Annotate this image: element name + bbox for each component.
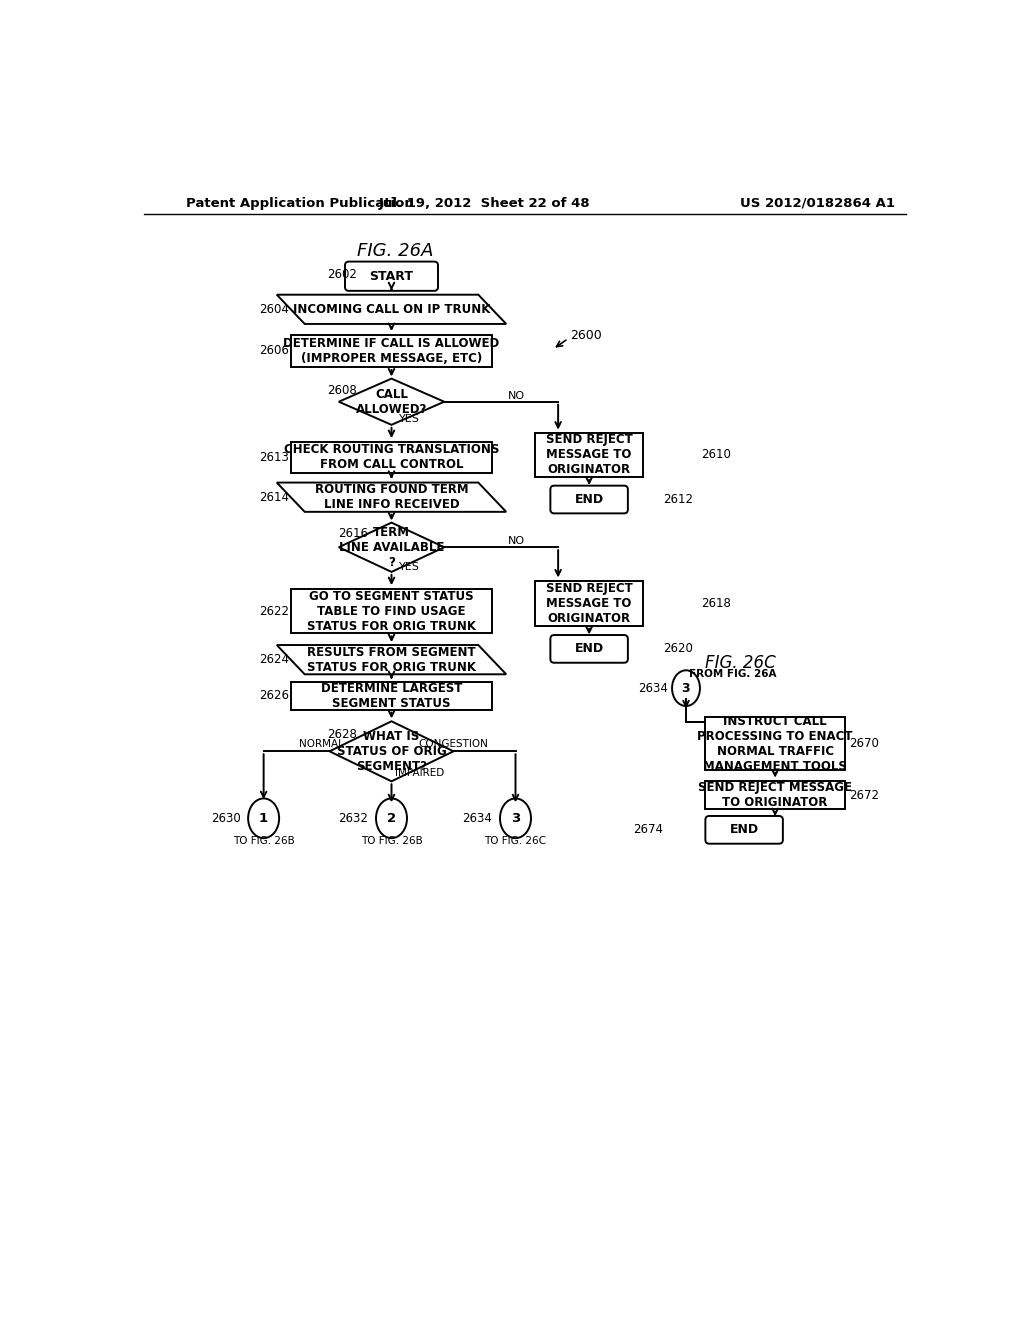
Text: 2606: 2606 [259, 345, 289, 358]
Text: 2: 2 [387, 812, 396, 825]
Ellipse shape [672, 671, 700, 706]
Text: END: END [574, 492, 604, 506]
Text: 3: 3 [511, 812, 520, 825]
Text: 1: 1 [259, 812, 268, 825]
Text: SEND REJECT
MESSAGE TO
ORIGINATOR: SEND REJECT MESSAGE TO ORIGINATOR [546, 582, 633, 624]
Text: 2604: 2604 [259, 302, 289, 315]
Text: US 2012/0182864 A1: US 2012/0182864 A1 [740, 197, 895, 210]
Ellipse shape [500, 799, 531, 838]
Bar [535, 581, 643, 626]
Text: 2670: 2670 [849, 737, 879, 750]
Text: NO: NO [508, 391, 525, 400]
FancyBboxPatch shape [345, 261, 438, 290]
Text: DETERMINE LARGEST
SEGMENT STATUS: DETERMINE LARGEST SEGMENT STATUS [321, 682, 462, 710]
Text: TO FIG. 26B: TO FIG. 26B [360, 837, 422, 846]
FancyBboxPatch shape [550, 486, 628, 513]
Polygon shape [276, 645, 506, 675]
Text: GO TO SEGMENT STATUS
TABLE TO FIND USAGE
STATUS FOR ORIG TRUNK: GO TO SEGMENT STATUS TABLE TO FIND USAGE… [307, 590, 476, 632]
Text: 2614: 2614 [259, 491, 289, 504]
Text: ROUTING FOUND TERM
LINE INFO RECEIVED: ROUTING FOUND TERM LINE INFO RECEIVED [314, 483, 468, 511]
Text: 2674: 2674 [633, 824, 663, 837]
Text: DETERMINE IF CALL IS ALLOWED
(IMPROPER MESSAGE, ETC): DETERMINE IF CALL IS ALLOWED (IMPROPER M… [284, 337, 500, 364]
Polygon shape [276, 294, 506, 323]
Bar [291, 682, 493, 710]
Text: 2624: 2624 [259, 653, 289, 667]
Text: 2628: 2628 [327, 727, 356, 741]
Text: INCOMING CALL ON IP TRUNK: INCOMING CALL ON IP TRUNK [293, 302, 490, 315]
Text: Patent Application Publication: Patent Application Publication [186, 197, 414, 210]
Text: 2620: 2620 [663, 643, 692, 656]
Polygon shape [276, 483, 506, 512]
Text: YES: YES [399, 561, 420, 572]
Text: TO FIG. 26C: TO FIG. 26C [484, 837, 547, 846]
Text: 2600: 2600 [569, 329, 601, 342]
Text: RESULTS FROM SEGMENT
STATUS FOR ORIG TRUNK: RESULTS FROM SEGMENT STATUS FOR ORIG TRU… [307, 645, 476, 673]
Text: IMPAIRED: IMPAIRED [395, 768, 444, 777]
Text: WHAT IS
STATUS OF ORIG
SEGMENT?: WHAT IS STATUS OF ORIG SEGMENT? [337, 730, 446, 772]
Text: FIG. 26A: FIG. 26A [357, 242, 433, 260]
Text: 2622: 2622 [259, 605, 289, 618]
Text: 2630: 2630 [211, 812, 241, 825]
Text: TERM
LINE AVAILABLE
?: TERM LINE AVAILABLE ? [339, 525, 444, 569]
Text: SEND REJECT
MESSAGE TO
ORIGINATOR: SEND REJECT MESSAGE TO ORIGINATOR [546, 433, 633, 477]
Text: 2613: 2613 [259, 450, 289, 463]
Text: END: END [729, 824, 759, 837]
Ellipse shape [248, 799, 280, 838]
Text: START: START [370, 269, 414, 282]
Text: NO: NO [508, 536, 525, 546]
Text: 2602: 2602 [327, 268, 356, 281]
Text: SEND REJECT MESSAGE
TO ORIGINATOR: SEND REJECT MESSAGE TO ORIGINATOR [698, 781, 852, 809]
Bar [291, 589, 493, 634]
Text: NORMAL: NORMAL [299, 739, 344, 748]
Text: END: END [574, 643, 604, 656]
Bar [291, 335, 493, 367]
Text: 2612: 2612 [663, 492, 693, 506]
Text: INSTRUCT CALL
PROCESSING TO ENACT
NORMAL TRAFFIC
MANAGEMENT TOOLS: INSTRUCT CALL PROCESSING TO ENACT NORMAL… [697, 714, 853, 772]
FancyBboxPatch shape [550, 635, 628, 663]
Bar [706, 781, 845, 809]
Polygon shape [339, 523, 444, 572]
Text: YES: YES [399, 413, 420, 424]
Polygon shape [330, 721, 454, 781]
Ellipse shape [376, 799, 407, 838]
Text: 2616: 2616 [338, 527, 369, 540]
Text: 3: 3 [682, 681, 690, 694]
Text: CONGESTION: CONGESTION [419, 739, 488, 748]
Text: 2634: 2634 [463, 812, 493, 825]
Text: TO FIG. 26B: TO FIG. 26B [232, 837, 295, 846]
Text: 2632: 2632 [338, 812, 369, 825]
Text: 2618: 2618 [701, 597, 731, 610]
Text: Jul. 19, 2012  Sheet 22 of 48: Jul. 19, 2012 Sheet 22 of 48 [379, 197, 590, 210]
Text: 2672: 2672 [849, 788, 879, 801]
Bar [291, 442, 493, 473]
Bar [535, 433, 643, 478]
FancyBboxPatch shape [706, 816, 783, 843]
Text: CHECK ROUTING TRANSLATIONS
FROM CALL CONTROL: CHECK ROUTING TRANSLATIONS FROM CALL CON… [284, 444, 499, 471]
Text: 2610: 2610 [701, 449, 731, 462]
Bar [706, 718, 845, 770]
Text: 2634: 2634 [638, 681, 669, 694]
Text: FROM FIG. 26A: FROM FIG. 26A [689, 669, 776, 680]
Text: 2608: 2608 [327, 384, 356, 397]
Polygon shape [339, 379, 444, 425]
Text: CALL
ALLOWED?: CALL ALLOWED? [355, 388, 427, 416]
Text: FIG. 26C: FIG. 26C [705, 653, 775, 672]
Text: 2626: 2626 [259, 689, 289, 702]
